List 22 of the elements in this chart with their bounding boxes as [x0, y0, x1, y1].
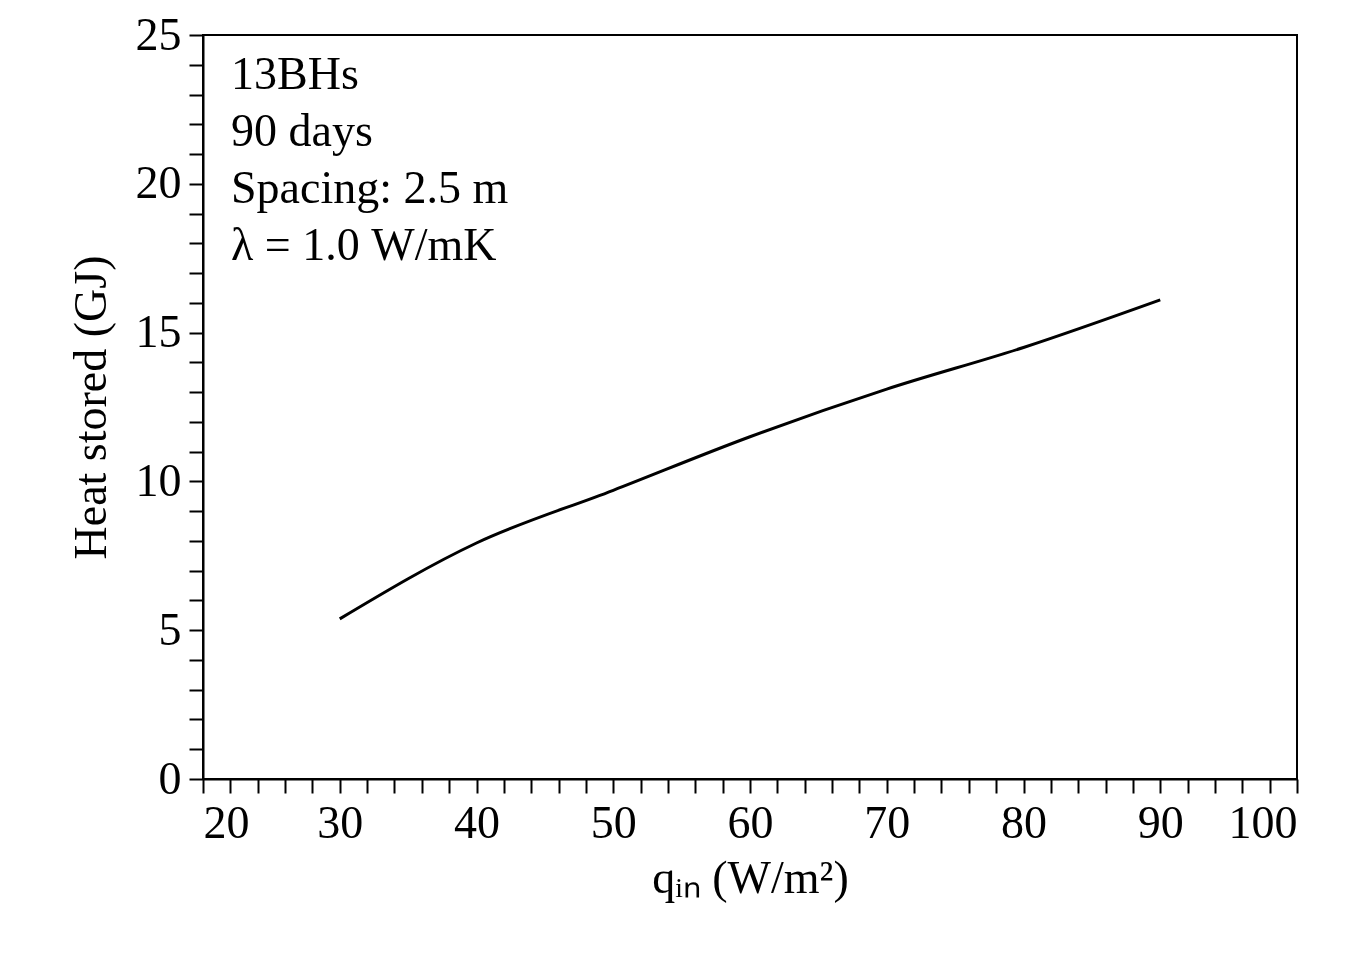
x-tick-label: 100 [1228, 796, 1298, 848]
line-series [338, 298, 1162, 621]
x-tick-label: 20 [203, 796, 250, 848]
x-tick-label: 30 [317, 796, 364, 848]
annotation: λ = 1.0 W/mK [231, 219, 497, 270]
x-tick-label: 70 [864, 796, 911, 848]
annotation: Spacing: 2.5 m [231, 162, 509, 213]
y-axis-title: Heat stored (GJ) [64, 255, 116, 560]
x-tick-label: 80 [1001, 796, 1047, 848]
x-tick-label: 90 [1137, 796, 1184, 848]
y-tick-label: 20 [135, 157, 182, 209]
x-axis-title: qᵢₙ (W/m²) [652, 851, 849, 903]
annotation: 90 days [231, 105, 373, 156]
x-tick-label: 50 [590, 796, 637, 848]
y-tick-label: 15 [135, 306, 182, 358]
y-tick-label: 10 [135, 454, 182, 506]
annotation: 13BHs [231, 48, 359, 99]
x-tick-label: 40 [454, 796, 500, 848]
y-tick-label: 5 [158, 603, 182, 655]
y-tick-label: 0 [158, 752, 182, 804]
y-tick-label: 25 [135, 8, 182, 60]
x-tick-label: 60 [727, 796, 774, 848]
